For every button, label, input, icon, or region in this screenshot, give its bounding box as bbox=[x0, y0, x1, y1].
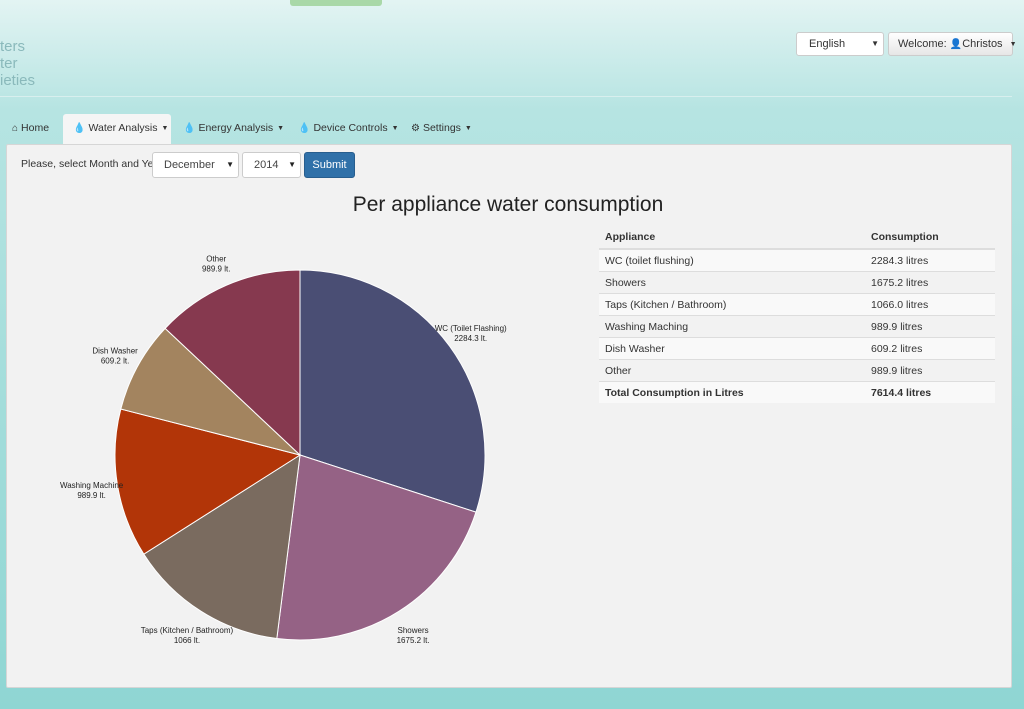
month-select[interactable]: December ▼ bbox=[152, 152, 239, 178]
nav-settings-label: Settings bbox=[422, 122, 461, 134]
pie-slice-label: Other bbox=[206, 254, 226, 263]
filter-label: Please, select Month and Year bbox=[21, 158, 163, 170]
table-row: WC (toilet flushing) 2284.3 litres bbox=[599, 248, 995, 272]
consumption-cell: 989.9 litres bbox=[865, 359, 995, 382]
chevron-down-icon: ▼ bbox=[161, 125, 169, 132]
pie-slice bbox=[164, 269, 301, 457]
brand-logo-text: ters ter ieties bbox=[0, 38, 35, 89]
nav-energy-analysis[interactable]: 💧 Energy Analysis ▼ bbox=[183, 114, 284, 144]
pie-slice-value: 989.9 lt. bbox=[77, 491, 105, 500]
chevron-down-icon: ▼ bbox=[288, 160, 296, 169]
chevron-down-icon: ▼ bbox=[391, 125, 399, 132]
pie-slice bbox=[114, 408, 302, 555]
table-row: Showers 1675.2 litres bbox=[599, 271, 995, 294]
pie-slice-value: 1066 lt. bbox=[174, 636, 200, 645]
month-select-value: December bbox=[164, 159, 215, 171]
consumption-cell: 989.9 litres bbox=[865, 315, 995, 338]
nav-home-label: Home bbox=[21, 122, 50, 134]
chevron-down-icon: ▼ bbox=[871, 39, 879, 48]
total-label-cell: Total Consumption in Litres bbox=[599, 381, 865, 403]
chevron-down-icon: ▼ bbox=[1009, 41, 1017, 48]
water-drop-icon: 💧 bbox=[298, 123, 311, 134]
consumption-cell: 1675.2 litres bbox=[865, 271, 995, 294]
submit-button[interactable]: Submit bbox=[304, 152, 355, 178]
year-select-value: 2014 bbox=[254, 159, 279, 171]
consumption-table: Appliance Consumption WC (toilet flushin… bbox=[599, 225, 995, 403]
table-header-row: Appliance Consumption bbox=[599, 225, 995, 250]
total-value-cell: 7614.4 litres bbox=[865, 381, 995, 403]
nav-device-controls[interactable]: 💧 Device Controls ▼ bbox=[298, 114, 399, 144]
nav-settings[interactable]: ⚙ Settings ▼ bbox=[411, 114, 473, 144]
table-total-row: Total Consumption in Litres 7614.4 litre… bbox=[599, 381, 995, 403]
appliance-cell: WC (toilet flushing) bbox=[599, 248, 865, 272]
year-select[interactable]: 2014 ▼ bbox=[242, 152, 301, 178]
appliance-cell: Dish Washer bbox=[599, 337, 865, 360]
pie-slice-value: 1675.2 lt. bbox=[397, 636, 430, 645]
home-icon: ⌂ bbox=[12, 123, 19, 134]
pie-slice bbox=[276, 454, 477, 641]
pie-slice-value: 2284.3 lt. bbox=[454, 334, 487, 343]
language-select[interactable]: English ▼ bbox=[796, 32, 884, 56]
appliance-cell: Other bbox=[599, 359, 865, 382]
nav-device-controls-label: Device Controls bbox=[313, 122, 388, 134]
brand-line-1: ters bbox=[0, 38, 26, 55]
chart-title: Per appliance water consumption bbox=[352, 193, 664, 216]
table-row: Taps (Kitchen / Bathroom) 1066.0 litres bbox=[599, 293, 995, 316]
pie-slice-label: Showers bbox=[398, 626, 429, 635]
pie-slice-label: Washing Machine bbox=[60, 481, 124, 490]
appliance-cell: Showers bbox=[599, 271, 865, 294]
top-accent-bar bbox=[290, 0, 382, 6]
chevron-down-icon: ▼ bbox=[277, 125, 285, 132]
chevron-down-icon: ▼ bbox=[464, 125, 472, 132]
pie-slice bbox=[120, 327, 301, 456]
header-divider bbox=[0, 96, 1012, 97]
chevron-down-icon: ▼ bbox=[226, 160, 234, 169]
consumption-cell: 609.2 litres bbox=[865, 337, 995, 360]
table-row: Other 989.9 litres bbox=[599, 359, 995, 382]
brand-line-2: ter bbox=[0, 55, 18, 72]
consumption-cell: 1066.0 litres bbox=[865, 293, 995, 316]
user-icon: 👤 bbox=[949, 39, 963, 50]
pie-slice-label: Dish Washer bbox=[92, 346, 138, 355]
table-row: Dish Washer 609.2 litres bbox=[599, 337, 995, 360]
pie-slice-value: 609.2 lt. bbox=[101, 356, 129, 365]
brand-line-3: ieties bbox=[0, 72, 36, 89]
nav-water-analysis-label: Water Analysis bbox=[88, 122, 158, 134]
column-header-appliance: Appliance bbox=[599, 225, 865, 250]
water-drop-icon: 💧 bbox=[73, 123, 86, 134]
user-name: Christos bbox=[962, 38, 1003, 50]
appliance-cell: Taps (Kitchen / Bathroom) bbox=[599, 293, 865, 316]
table-row: Washing Maching 989.9 litres bbox=[599, 315, 995, 338]
water-drop-icon: 💧 bbox=[183, 123, 196, 134]
nav-energy-analysis-label: Energy Analysis bbox=[198, 122, 274, 134]
pie-slice-label: WC (Toilet Flashing) bbox=[435, 324, 507, 333]
pie-slice bbox=[299, 269, 486, 513]
appliance-cell: Washing Maching bbox=[599, 315, 865, 338]
gear-icon: ⚙ bbox=[411, 123, 420, 134]
column-header-consumption: Consumption bbox=[865, 225, 995, 250]
welcome-label: Welcome: bbox=[898, 38, 947, 50]
pie-slice-label: Taps (Kitchen / Bathroom) bbox=[141, 626, 234, 635]
pie-slice bbox=[143, 454, 301, 640]
nav-home[interactable]: ⌂ Home bbox=[12, 114, 64, 144]
nav-water-analysis[interactable]: 💧 Water Analysis ▼ bbox=[63, 114, 171, 144]
user-menu-button[interactable]: Welcome: 👤Christos ▼ bbox=[888, 32, 1017, 56]
consumption-cell: 2284.3 litres bbox=[865, 248, 995, 272]
language-select-value: English bbox=[809, 38, 846, 50]
pie-slice-value: 989.9 lt. bbox=[202, 264, 230, 273]
